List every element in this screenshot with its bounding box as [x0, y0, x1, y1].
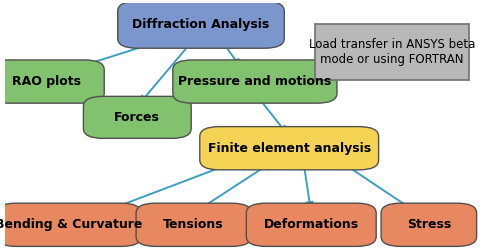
- Text: Finite element analysis: Finite element analysis: [208, 142, 371, 155]
- FancyBboxPatch shape: [315, 24, 470, 80]
- FancyBboxPatch shape: [118, 1, 284, 48]
- FancyBboxPatch shape: [84, 96, 191, 138]
- FancyBboxPatch shape: [381, 203, 476, 246]
- Text: Deformations: Deformations: [264, 218, 359, 231]
- FancyBboxPatch shape: [246, 203, 376, 246]
- Text: Bending & Curvature: Bending & Curvature: [0, 218, 142, 231]
- FancyBboxPatch shape: [200, 127, 378, 170]
- FancyBboxPatch shape: [136, 203, 251, 246]
- Text: Load transfer in ANSYS beta
mode or using FORTRAN: Load transfer in ANSYS beta mode or usin…: [309, 38, 476, 66]
- Text: Pressure and motions: Pressure and motions: [178, 75, 332, 88]
- Text: Tensions: Tensions: [164, 218, 224, 231]
- Text: Forces: Forces: [114, 111, 160, 124]
- Text: RAO plots: RAO plots: [12, 75, 81, 88]
- Text: Stress: Stress: [406, 218, 451, 231]
- FancyBboxPatch shape: [0, 60, 104, 103]
- Text: Diffraction Analysis: Diffraction Analysis: [132, 18, 270, 31]
- FancyBboxPatch shape: [173, 60, 337, 103]
- FancyBboxPatch shape: [0, 203, 141, 246]
